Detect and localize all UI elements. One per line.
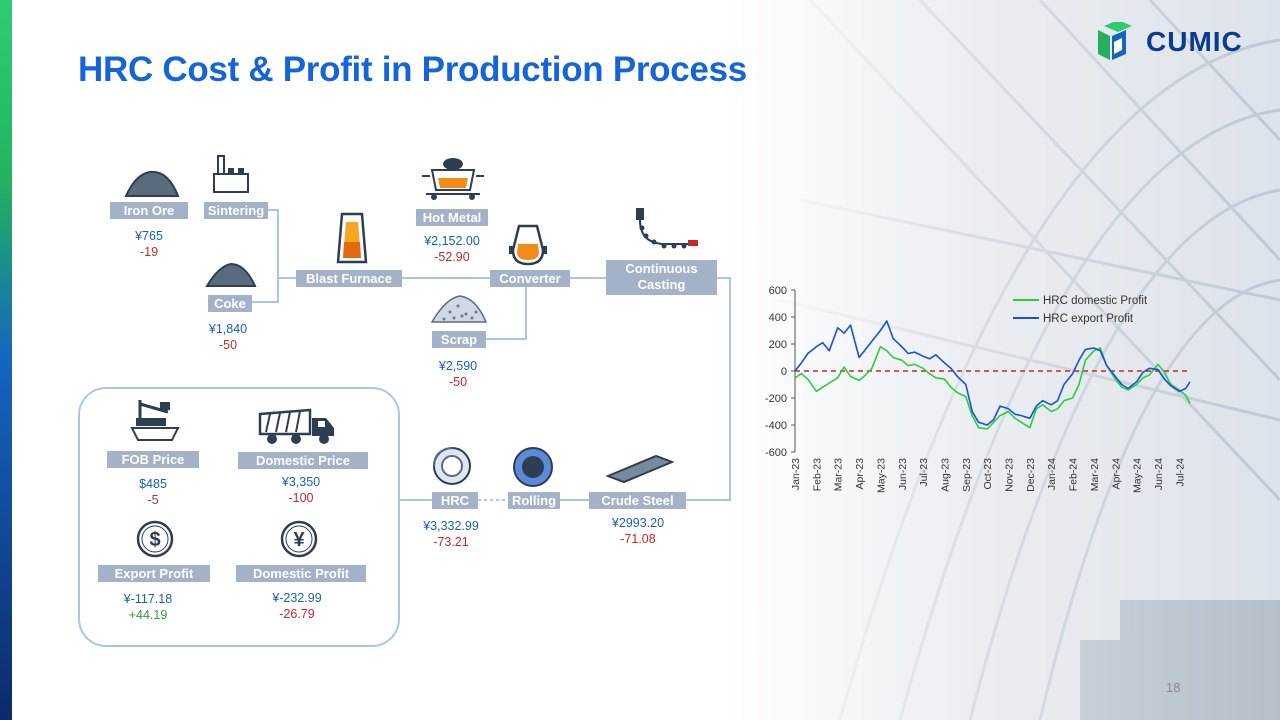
y-tick-label: 400 <box>769 312 787 324</box>
hrc-delta: -73.21 <box>433 535 469 549</box>
page-title: HRC Cost & Profit in Production Process <box>78 50 747 89</box>
x-tick-label: May-24 <box>1132 458 1144 493</box>
scrap-delta: -50 <box>448 375 468 389</box>
scrap-pile-icon <box>430 295 488 323</box>
x-tick-label: Jun-24 <box>1153 458 1165 490</box>
domestic-profit-delta: -26.79 <box>279 607 315 621</box>
fob-price-label: FOB Price <box>107 451 199 468</box>
truck-icon <box>258 408 334 444</box>
hot-metal-delta: -52.90 <box>434 250 470 264</box>
x-tick-label: Jan-24 <box>1046 458 1058 490</box>
hrc-price: ¥3,332.99 <box>423 519 479 533</box>
dollar-coin-icon: $ <box>136 520 174 558</box>
x-tick-label: Mar-24 <box>1089 458 1101 491</box>
hot-metal-ladle-icon <box>422 158 484 200</box>
coke-label: Coke <box>208 295 252 312</box>
domestic-price-label: Domestic Price <box>238 452 368 469</box>
x-tick-label: Jul-23 <box>918 458 930 487</box>
x-tick-label: May-23 <box>875 458 887 493</box>
x-tick-label: Jul-24 <box>1174 458 1186 487</box>
hot-metal-label: Hot Metal <box>416 209 488 226</box>
sintering-plant-icon <box>213 155 249 193</box>
scrap-price: ¥2,590 <box>438 359 478 373</box>
x-tick-label: Apr-23 <box>854 458 866 490</box>
y-tick-label: 600 <box>769 285 787 297</box>
continuous-casting-label: Continuous Casting <box>606 260 717 295</box>
series-line-export <box>794 320 1191 426</box>
cumic-logo <box>1098 22 1132 60</box>
x-tick-label: Dec-23 <box>1025 458 1037 492</box>
crude-steel-price: ¥2993.20 <box>611 516 665 530</box>
legend-label: HRC export Profit <box>1043 313 1134 325</box>
svg-text:$: $ <box>149 529 160 551</box>
y-tick-label: -200 <box>765 393 787 405</box>
legend-label: HRC domestic Profit <box>1043 295 1148 307</box>
coke-price: ¥1,840 <box>208 322 248 336</box>
crude-steel-delta: -71.08 <box>620 532 656 546</box>
domestic-profit-value: ¥-232.99 <box>272 591 322 605</box>
x-tick-label: Apr-24 <box>1110 458 1122 490</box>
coke-delta: -50 <box>218 338 238 352</box>
x-tick-label: Nov-23 <box>1004 458 1016 492</box>
export-profit-delta: +44.19 <box>128 608 168 622</box>
crude-steel-label: Crude Steel <box>589 492 686 509</box>
sintering-label: Sintering <box>204 202 268 219</box>
iron-ore-label: Iron Ore <box>110 202 188 219</box>
roller-icon <box>513 447 553 487</box>
coke-pile-icon <box>205 262 257 287</box>
rolling-label: Rolling <box>508 492 560 509</box>
ore-pile-icon <box>124 170 180 197</box>
x-tick-label: Sep-23 <box>961 458 973 492</box>
fob-price-delta: -5 <box>147 493 159 507</box>
steel-slab-icon <box>606 454 674 484</box>
brand-name: CUMIC <box>1146 26 1243 57</box>
page-number: 18 <box>1166 680 1181 695</box>
hrc-label: HRC <box>432 492 478 509</box>
x-tick-label: Mar-23 <box>833 458 845 491</box>
yen-coin-icon: ¥ <box>280 520 318 558</box>
domestic-price-delta: -100 <box>288 491 314 505</box>
y-tick-label: 200 <box>769 339 787 351</box>
export-profit-value: ¥-117.18 <box>123 592 173 606</box>
converter-label: Converter <box>490 270 570 287</box>
blast-furnace-icon <box>336 212 368 264</box>
continuous-caster-icon <box>636 208 698 249</box>
y-tick-label: -400 <box>765 420 787 432</box>
hot-metal-price: ¥2,152.00 <box>424 234 480 248</box>
cargo-ship-icon <box>130 400 180 441</box>
x-tick-label: Jun-23 <box>897 458 909 490</box>
domestic-profit-label: Domestic Profit <box>236 565 366 582</box>
x-tick-label: Feb-24 <box>1068 458 1080 491</box>
x-tick-label: Oct-23 <box>982 458 994 490</box>
y-tick-label: 0 <box>781 366 787 378</box>
profit-summary-box <box>78 387 400 647</box>
series-line-domestic <box>794 345 1191 430</box>
domestic-price-value: ¥3,350 <box>281 475 321 489</box>
x-tick-label: Aug-23 <box>939 458 951 492</box>
svg-text:¥: ¥ <box>293 529 305 551</box>
converter-icon <box>509 224 547 266</box>
background-dome-image <box>720 0 1280 720</box>
export-profit-label: Export Profit <box>98 565 210 582</box>
left-accent-bar <box>0 0 12 720</box>
iron-ore-delta: -19 <box>139 245 159 259</box>
scrap-label: Scrap <box>432 331 486 348</box>
iron-ore-price: ¥765 <box>135 229 163 243</box>
x-tick-label: Feb-23 <box>811 458 823 491</box>
y-tick-label: -600 <box>765 447 787 459</box>
x-tick-label: Jan-23 <box>790 458 802 490</box>
blast-furnace-label: Blast Furnace <box>296 270 402 287</box>
steel-coil-icon <box>433 447 471 485</box>
fob-price-value: $485 <box>139 477 167 491</box>
